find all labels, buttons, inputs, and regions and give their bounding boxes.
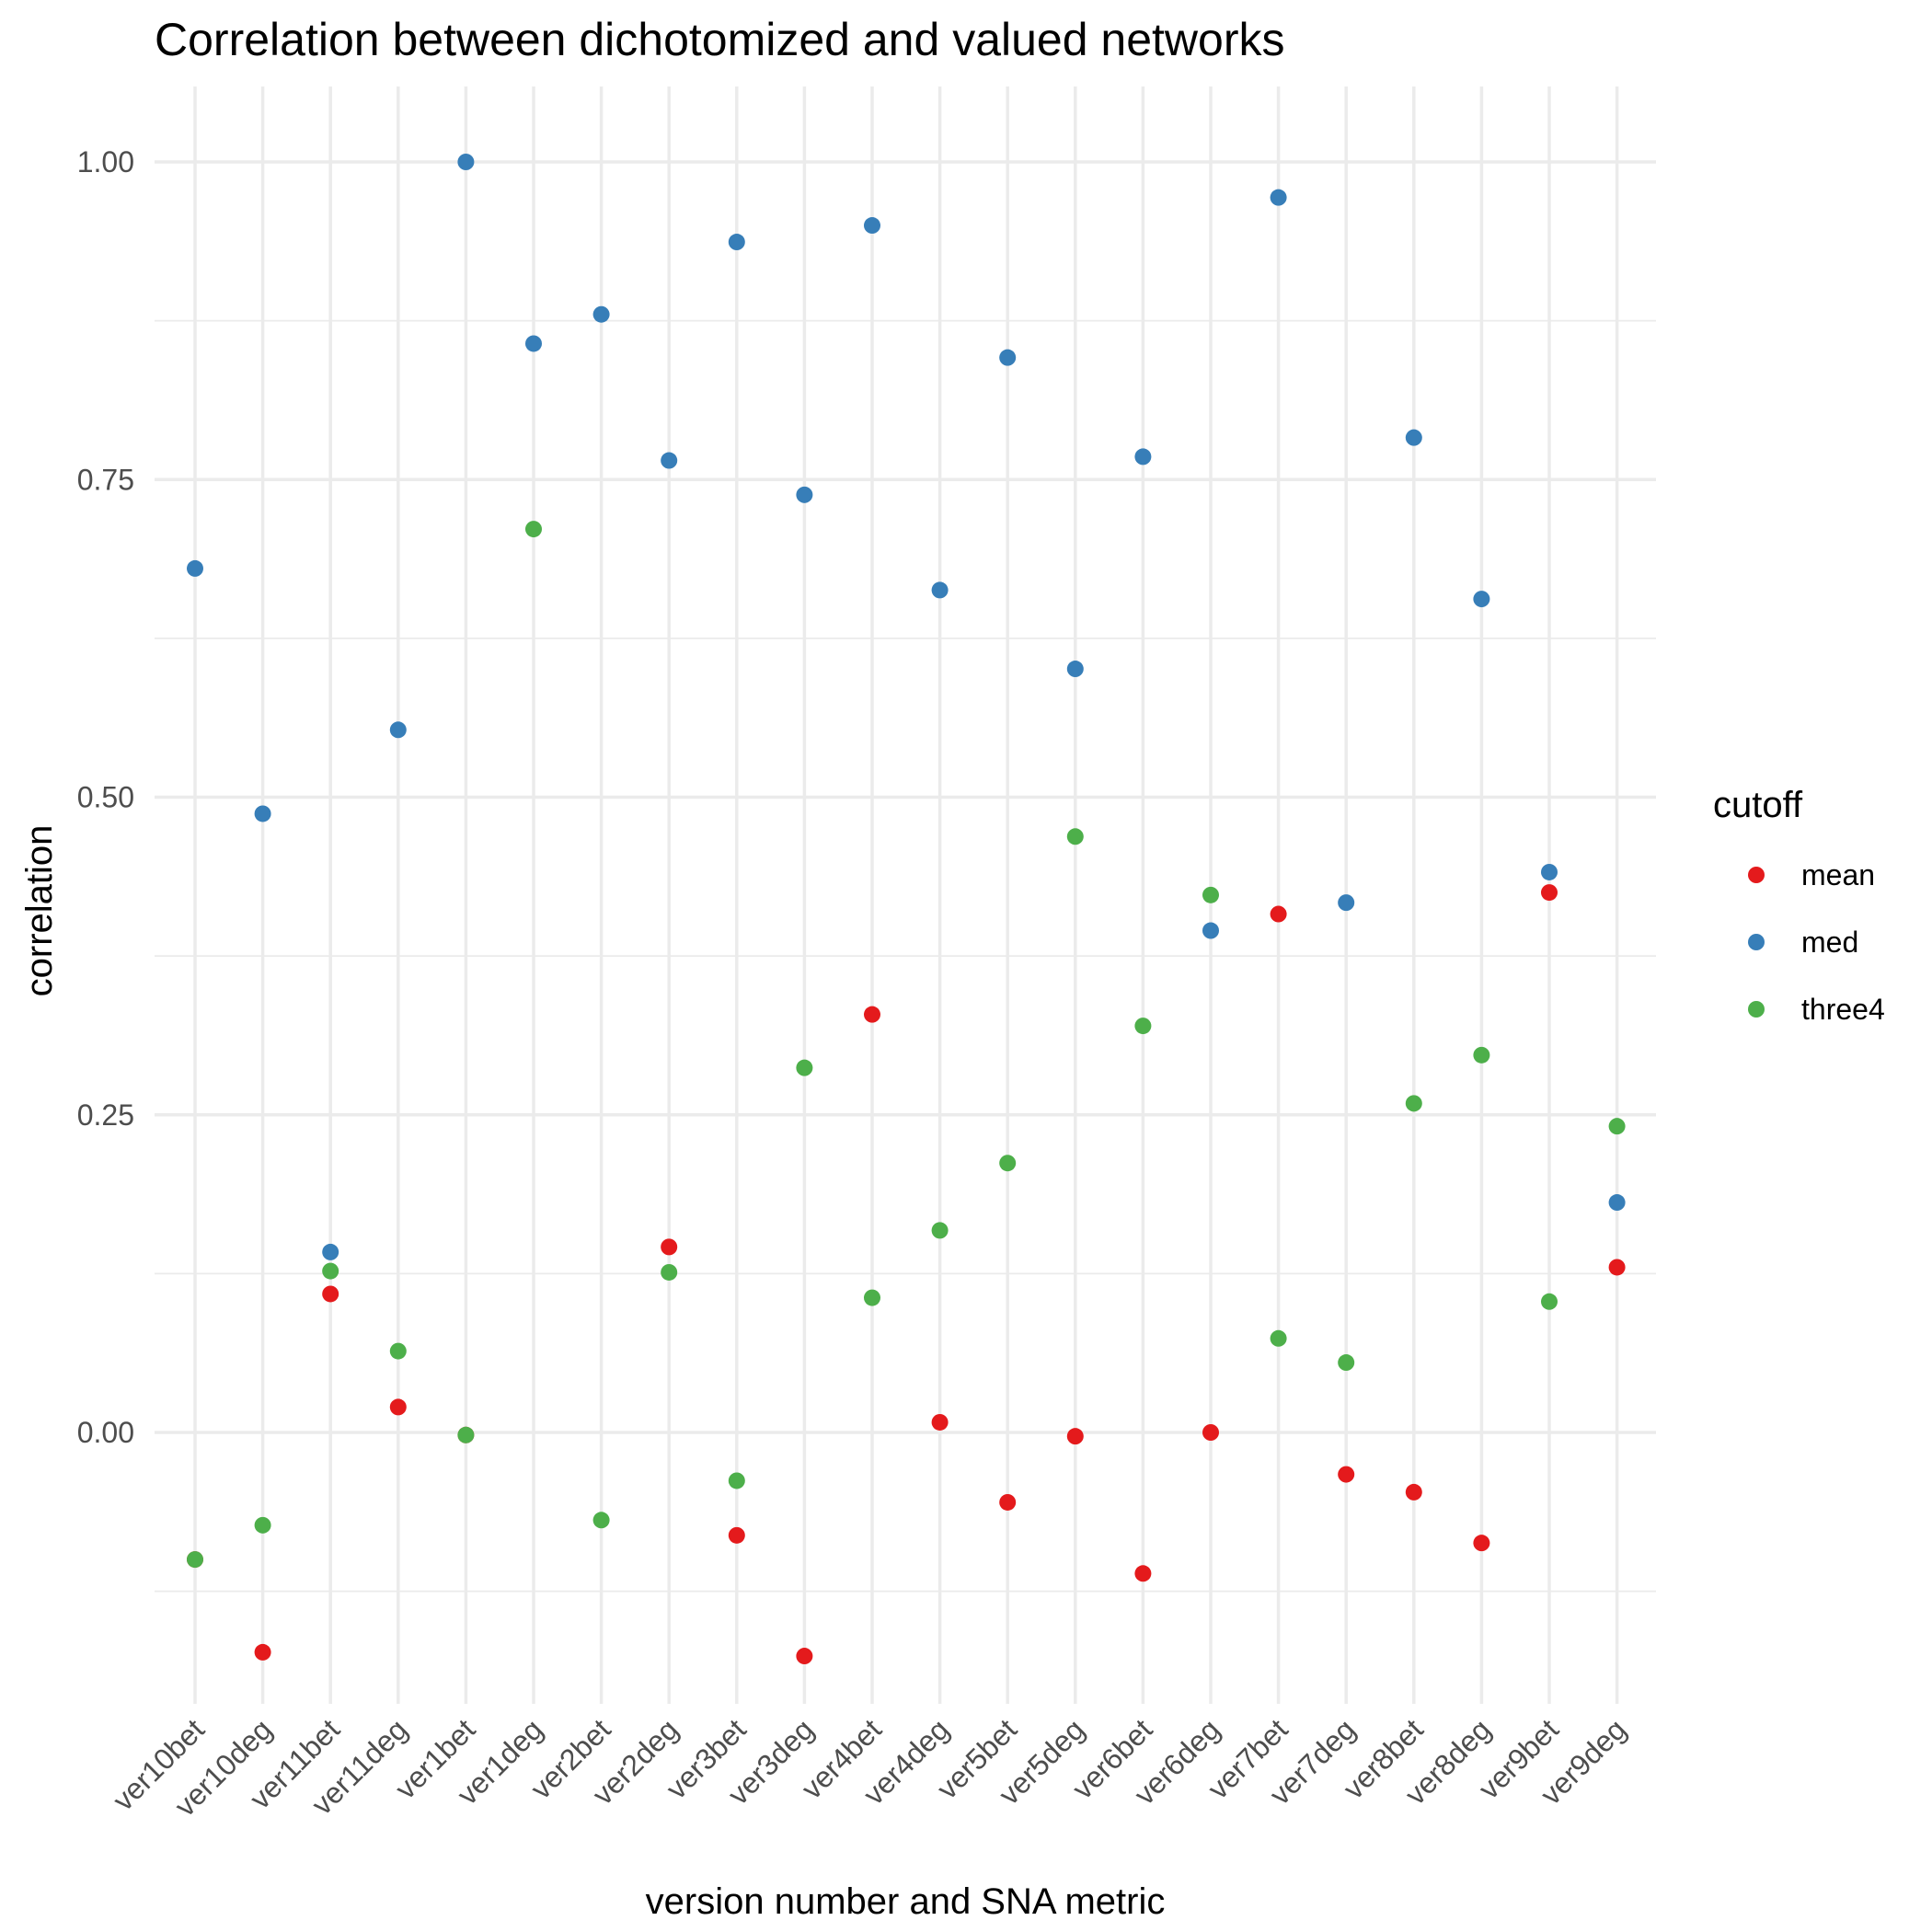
- y-axis-ticks: 0.00 0.25 0.50 0.75 1.00: [77, 145, 134, 1449]
- data-point-med-ver7bet: [1270, 189, 1287, 206]
- data-point-med-ver7deg: [1338, 894, 1355, 912]
- data-point-three4-ver6bet: [1134, 1018, 1152, 1035]
- data-point-med-ver11bet: [322, 1243, 339, 1260]
- y-tick-label: 0.00: [77, 1416, 134, 1449]
- x-axis-title: version number and SNA metric: [646, 1881, 1166, 1922]
- data-point-med-ver9bet: [1541, 863, 1558, 880]
- data-point-med-ver8deg: [1473, 591, 1490, 608]
- data-point-mean-ver5deg: [1066, 1428, 1084, 1445]
- data-point-med-ver10bet: [187, 559, 203, 577]
- data-point-med-ver2bet: [592, 305, 610, 323]
- data-point-mean-ver9deg: [1608, 1259, 1626, 1276]
- y-tick-label: 1.00: [77, 145, 134, 178]
- data-point-med-ver9deg: [1608, 1194, 1626, 1212]
- data-point-three4-ver8bet: [1405, 1095, 1422, 1112]
- data-point-mean-ver10deg: [254, 1643, 271, 1661]
- data-point-mean-ver6bet: [1134, 1565, 1152, 1582]
- data-point-three4-ver2deg: [661, 1263, 678, 1281]
- data-point-mean-ver7bet: [1270, 905, 1287, 923]
- data-point-three4-ver7deg: [1338, 1354, 1355, 1372]
- data-point-mean-ver2deg: [661, 1238, 678, 1256]
- data-point-mean-ver6deg: [1202, 1424, 1219, 1441]
- data-point-three4-ver5deg: [1066, 828, 1084, 845]
- y-tick-label: 0.50: [77, 781, 134, 814]
- chart-title: Correlation between dichotomized and val…: [155, 14, 1285, 65]
- legend-title: cutoff: [1713, 785, 1803, 825]
- y-axis-title: correlation: [19, 825, 60, 997]
- data-point-med-ver3bet: [728, 234, 745, 251]
- data-point-three4-ver11bet: [322, 1262, 339, 1280]
- data-point-three4-ver3deg: [796, 1059, 813, 1076]
- data-point-three4-ver4deg: [931, 1222, 949, 1239]
- legend: cutoff mean med three4: [1713, 785, 1885, 1026]
- data-point-med-ver6deg: [1202, 922, 1219, 939]
- data-point-med-ver5bet: [999, 349, 1017, 366]
- legend-key-three4: [1748, 1001, 1765, 1018]
- data-point-med-ver5deg: [1066, 661, 1084, 678]
- data-point-three4-ver6deg: [1202, 886, 1219, 903]
- data-point-three4-ver11deg: [389, 1342, 407, 1360]
- legend-key-med: [1748, 934, 1765, 950]
- data-point-three4-ver9bet: [1541, 1293, 1558, 1310]
- data-point-three4-ver1bet: [457, 1426, 475, 1443]
- data-point-med-ver8bet: [1405, 429, 1422, 446]
- data-points: [187, 154, 1626, 1665]
- data-point-med-ver3deg: [796, 486, 813, 503]
- legend-key-mean: [1748, 867, 1765, 883]
- data-point-three4-ver9deg: [1608, 1118, 1626, 1135]
- data-point-three4-ver10deg: [254, 1516, 271, 1534]
- data-point-mean-ver5bet: [999, 1493, 1017, 1511]
- data-point-mean-ver3bet: [728, 1526, 745, 1544]
- legend-label-mean: mean: [1801, 858, 1875, 891]
- data-point-three4-ver5bet: [999, 1155, 1017, 1172]
- data-point-med-ver2deg: [661, 452, 678, 469]
- data-point-mean-ver9bet: [1541, 884, 1558, 902]
- y-tick-label: 0.75: [77, 463, 134, 496]
- x-axis-ticks: ver10betver10degver11betver11degver1betv…: [106, 1712, 1632, 1823]
- data-point-three4-ver3bet: [728, 1472, 745, 1489]
- data-point-three4-ver1deg: [525, 521, 542, 538]
- data-point-med-ver10deg: [254, 805, 271, 822]
- data-point-med-ver11deg: [389, 721, 407, 739]
- legend-label-three4: three4: [1801, 993, 1885, 1026]
- data-point-mean-ver8bet: [1405, 1483, 1422, 1501]
- data-point-mean-ver4bet: [864, 1006, 880, 1023]
- data-point-three4-ver4bet: [864, 1289, 880, 1306]
- data-point-med-ver4bet: [864, 217, 880, 235]
- legend-label-med: med: [1801, 926, 1858, 959]
- legend-items: mean med three4: [1748, 858, 1885, 1026]
- data-point-mean-ver7deg: [1338, 1466, 1355, 1483]
- data-point-three4-ver10bet: [187, 1551, 203, 1569]
- data-point-med-ver4deg: [931, 581, 949, 599]
- data-point-three4-ver2bet: [592, 1512, 610, 1529]
- grid-lines: [155, 86, 1656, 1704]
- data-point-three4-ver8deg: [1473, 1046, 1490, 1064]
- y-tick-label: 0.25: [77, 1098, 134, 1132]
- data-point-mean-ver11bet: [322, 1285, 339, 1303]
- data-point-mean-ver11deg: [389, 1398, 407, 1416]
- data-point-three4-ver7bet: [1270, 1329, 1287, 1347]
- data-point-med-ver6bet: [1134, 448, 1152, 466]
- data-point-mean-ver4deg: [931, 1413, 949, 1431]
- data-point-med-ver1deg: [525, 335, 542, 352]
- data-point-med-ver1bet: [457, 154, 475, 170]
- data-point-mean-ver8deg: [1473, 1535, 1490, 1552]
- data-point-mean-ver3deg: [796, 1648, 813, 1665]
